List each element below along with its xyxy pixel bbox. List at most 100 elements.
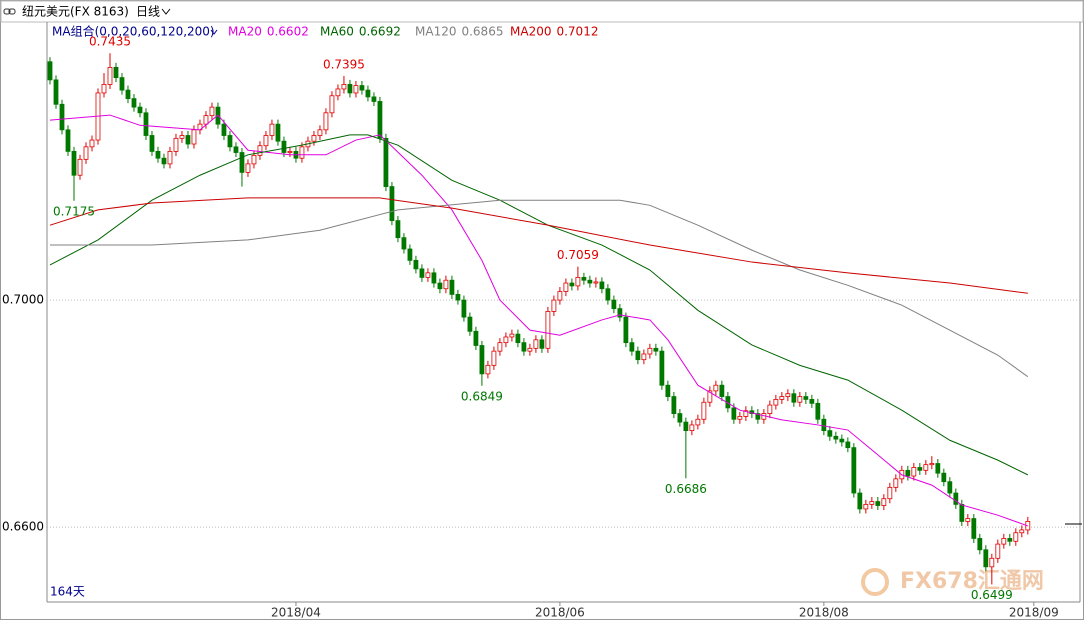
candle-body: [407, 248, 413, 261]
candle-body: [947, 481, 953, 494]
y-tick-label: 0.7000: [2, 293, 44, 307]
candle-body: [707, 390, 713, 403]
candle-body: [1013, 532, 1019, 542]
candle-body: [995, 543, 1001, 559]
candle-body: [989, 557, 995, 568]
legend-name: MA60: [320, 25, 354, 39]
candle-body: [737, 416, 743, 420]
candle-body: [77, 158, 83, 176]
candle-body: [275, 123, 281, 142]
chart-title[interactable]: 纽元美元(FX 8163): [22, 5, 129, 19]
candle-body: [977, 538, 983, 551]
candle-body: [587, 279, 593, 284]
x-tick-label: 2018/06: [535, 606, 585, 620]
period[interactable]: 日线: [136, 5, 160, 19]
candle-body: [245, 163, 251, 173]
candle-body: [1019, 529, 1025, 534]
candle-body: [251, 154, 257, 165]
candle-body: [65, 129, 71, 152]
legend-value: 0.6602: [267, 25, 309, 39]
candle-body: [449, 279, 455, 295]
candle-body: [659, 350, 665, 386]
candle-body: [239, 152, 245, 173]
candle-body: [683, 421, 689, 432]
candle-body: [287, 150, 293, 153]
candle-body: [365, 89, 371, 98]
candle-body: [419, 268, 425, 278]
legend-name: MA20: [228, 25, 262, 39]
candle-body: [623, 316, 629, 344]
candle-body: [611, 299, 617, 309]
candle-body: [137, 106, 143, 114]
candle-body: [149, 135, 155, 152]
candle-body: [719, 384, 725, 397]
candle-body: [533, 339, 539, 349]
candle-body: [821, 418, 827, 432]
ma-line: [49, 134, 1029, 476]
legend-name: MA120: [415, 25, 456, 39]
candle-body: [653, 347, 659, 352]
ma-line: [49, 199, 1029, 378]
candle-body: [935, 463, 941, 474]
candle-body: [629, 342, 635, 352]
candle-body: [803, 396, 809, 400]
candle-body: [881, 498, 887, 506]
candle-body: [755, 413, 761, 420]
link-icon: [3, 8, 16, 15]
candle-body: [185, 135, 191, 145]
candle-body: [911, 467, 917, 477]
candle-body: [689, 424, 695, 432]
extreme-label: 0.7435: [89, 35, 131, 49]
legend-name: MA200: [510, 25, 551, 39]
candle-body: [311, 135, 317, 142]
candle-body: [203, 115, 209, 125]
candle-body: [545, 311, 551, 349]
legend-value: 0.7012: [556, 25, 598, 39]
candle-body: [413, 259, 419, 270]
legend-value: 0.6865: [461, 25, 503, 39]
candle-body: [857, 492, 863, 510]
candle-body: [893, 478, 899, 488]
candle-body: [581, 276, 587, 281]
extreme-label: 0.6499: [971, 588, 1013, 602]
candle-body: [173, 137, 179, 152]
x-tick-label: 2018/08: [799, 606, 849, 620]
candle-body: [863, 503, 869, 510]
candle-body: [431, 272, 437, 284]
candle-body: [929, 463, 935, 466]
indicator-label[interactable]: MA组合(0,0,20,60,120,200): [52, 24, 215, 39]
period-dropdown[interactable]: [161, 8, 171, 15]
x-tick-label: 2018/04: [271, 606, 321, 620]
candle-body: [695, 418, 701, 426]
candle-body: [515, 333, 521, 344]
candle-body: [263, 135, 269, 147]
indicator-dropdown[interactable]: [210, 29, 218, 35]
candle-body: [839, 438, 845, 443]
candle-body: [347, 84, 353, 94]
candle-body: [833, 435, 839, 440]
candle-body: [647, 347, 653, 355]
candle-body: [785, 393, 791, 397]
candle-body: [815, 402, 821, 420]
candle-body: [983, 549, 989, 568]
candle-body: [161, 157, 167, 165]
candle-body: [593, 281, 599, 284]
candle-body: [563, 282, 569, 292]
candle-body: [371, 96, 377, 102]
candle-body: [47, 61, 53, 81]
extreme-label: 0.6686: [665, 482, 707, 496]
toolbar: [0, 0, 1084, 23]
candle-body: [497, 342, 503, 352]
candle-body: [779, 396, 785, 400]
candle-body: [713, 384, 719, 392]
candle-body: [641, 353, 647, 361]
candle-body: [443, 279, 449, 290]
extreme-label: 0.7395: [323, 57, 365, 71]
candle-body: [143, 112, 149, 136]
extreme-label: 0.7175: [53, 204, 95, 218]
candle-body: [527, 347, 533, 352]
candle-body: [83, 146, 89, 160]
ma-line: [49, 114, 1028, 527]
candle-body: [941, 472, 947, 483]
